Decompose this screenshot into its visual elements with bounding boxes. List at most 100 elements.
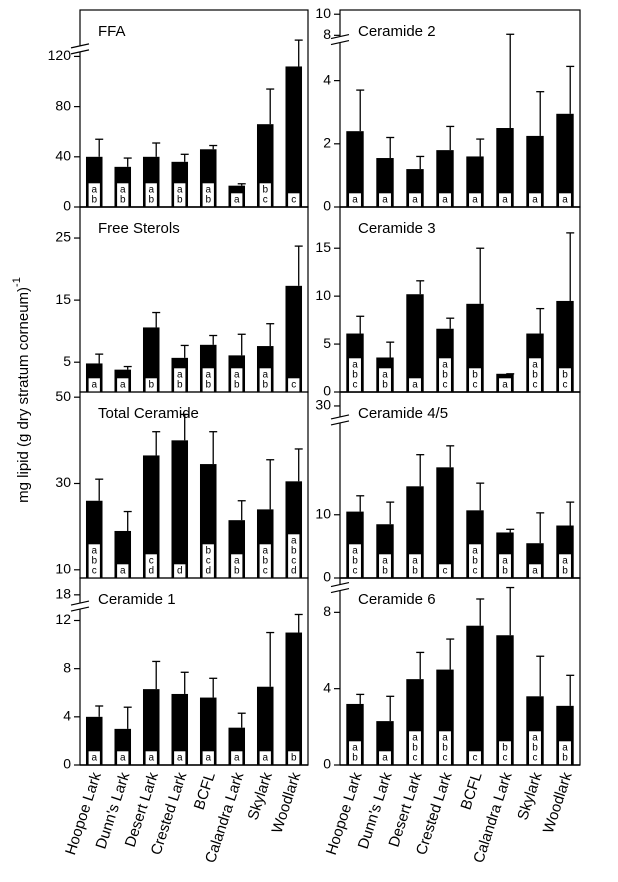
significance-letter: a bbox=[562, 195, 568, 206]
significance-letter: a bbox=[91, 185, 97, 196]
significance-letter: a bbox=[562, 556, 568, 567]
significance-letter: a bbox=[442, 195, 448, 206]
significance-letter: d bbox=[291, 566, 297, 577]
significance-letter: a bbox=[502, 556, 508, 567]
x-tick-label: Skylark bbox=[244, 770, 276, 822]
y-tick-label: 10 bbox=[55, 561, 71, 577]
significance-letter: a bbox=[352, 546, 358, 557]
significance-letter: a bbox=[532, 195, 538, 206]
bar bbox=[526, 135, 544, 207]
axis-break bbox=[330, 420, 350, 426]
significance-letter: a bbox=[205, 753, 211, 764]
bar bbox=[142, 455, 160, 578]
axis-break bbox=[330, 39, 350, 46]
significance-letter: b bbox=[472, 556, 478, 567]
significance-letter: b bbox=[234, 380, 240, 391]
significance-letter: b bbox=[442, 743, 448, 754]
significance-letter: a bbox=[532, 566, 538, 577]
significance-letter: a bbox=[472, 546, 478, 557]
significance-letter: b bbox=[291, 546, 297, 557]
y-tick-label: 15 bbox=[55, 291, 71, 307]
y-tick-label: 0 bbox=[323, 756, 331, 772]
significance-letter: a bbox=[502, 195, 508, 206]
bar bbox=[496, 635, 514, 765]
significance-letter: a bbox=[262, 753, 268, 764]
significance-letter: a bbox=[262, 370, 268, 381]
y-axis-label: mg lipid (g dry stratum corneum)-1 bbox=[11, 277, 32, 503]
y-tick-label: 18 bbox=[55, 586, 71, 602]
significance-letter: a bbox=[352, 360, 358, 371]
significance-letter: b bbox=[382, 380, 388, 391]
bar bbox=[496, 128, 514, 207]
significance-letter: b bbox=[177, 380, 183, 391]
y-tick-label: 0 bbox=[323, 383, 331, 399]
significance-letter: c bbox=[443, 566, 448, 577]
y-axis-label-superscript: -1 bbox=[11, 277, 23, 287]
significance-letter: a bbox=[382, 556, 388, 567]
significance-letter: a bbox=[91, 380, 97, 391]
y-tick-label: 0 bbox=[63, 756, 71, 772]
axis-break-gap bbox=[331, 36, 349, 43]
panel-title: Ceramide 4/5 bbox=[358, 405, 448, 422]
panel-title: FFA bbox=[98, 23, 126, 40]
x-tick-label: BCFL bbox=[191, 770, 219, 812]
significance-letter: a bbox=[352, 195, 358, 206]
bar bbox=[199, 697, 217, 765]
panel-title: Total Ceramide bbox=[98, 405, 199, 422]
axis-break bbox=[330, 33, 350, 40]
significance-letter: b bbox=[382, 566, 388, 577]
significance-letter: a bbox=[562, 743, 568, 754]
axis-break bbox=[70, 606, 90, 612]
significance-letter: a bbox=[472, 195, 478, 206]
significance-letter: a bbox=[262, 546, 268, 557]
significance-letter: b bbox=[532, 743, 538, 754]
significance-letter: a bbox=[177, 185, 183, 196]
axis-break-gap bbox=[331, 416, 349, 423]
significance-letter: b bbox=[412, 743, 418, 754]
significance-letter: d bbox=[205, 566, 211, 577]
axis-break bbox=[70, 49, 90, 55]
significance-letter: b bbox=[532, 370, 538, 381]
significance-letter: c bbox=[473, 753, 478, 764]
significance-letter: a bbox=[382, 195, 388, 206]
significance-letter: c bbox=[263, 566, 268, 577]
y-tick-label: 0 bbox=[323, 198, 331, 214]
bar bbox=[285, 285, 303, 392]
significance-letter: b bbox=[502, 743, 508, 754]
significance-letter: b bbox=[262, 380, 268, 391]
y-tick-label: 0 bbox=[323, 569, 331, 585]
bar bbox=[285, 632, 303, 765]
y-tick-label: 2 bbox=[323, 135, 331, 151]
significance-letter: b bbox=[291, 753, 297, 764]
y-tick-label: 25 bbox=[55, 229, 71, 245]
bar bbox=[285, 66, 303, 207]
significance-letter: c bbox=[206, 556, 211, 567]
significance-letter: b bbox=[262, 185, 268, 196]
significance-letter: b bbox=[442, 370, 448, 381]
significance-letter: c bbox=[353, 566, 358, 577]
significance-letter: b bbox=[234, 566, 240, 577]
bar bbox=[142, 689, 160, 765]
significance-letter: a bbox=[532, 733, 538, 744]
significance-letter: a bbox=[120, 380, 126, 391]
bar bbox=[466, 625, 484, 765]
significance-letter: c bbox=[563, 380, 568, 391]
significance-letter: c bbox=[263, 195, 268, 206]
y-tick-label: 4 bbox=[323, 71, 331, 87]
significance-letter: a bbox=[91, 753, 97, 764]
significance-letter: a bbox=[442, 733, 448, 744]
significance-letter: a bbox=[234, 195, 240, 206]
x-tick-label: Skylark bbox=[514, 770, 546, 822]
significance-letter: c bbox=[533, 380, 538, 391]
y-tick-label: 30 bbox=[315, 397, 331, 413]
axis-break bbox=[330, 581, 350, 588]
x-tick-label: Woodlark bbox=[540, 770, 576, 836]
y-tick-label: 5 bbox=[63, 353, 71, 369]
y-tick-label: 15 bbox=[315, 239, 331, 255]
y-tick-label: 10 bbox=[315, 505, 331, 521]
significance-letter: b bbox=[472, 370, 478, 381]
significance-letter: b bbox=[502, 566, 508, 577]
significance-letter: b bbox=[205, 546, 211, 557]
y-tick-label: 30 bbox=[55, 474, 71, 490]
